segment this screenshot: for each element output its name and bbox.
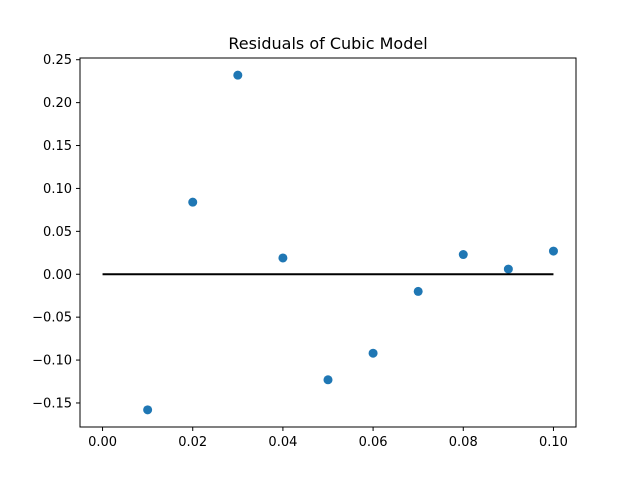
x-tick-label: 0.10 [539,435,568,450]
y-tick-label: −0.10 [32,354,72,369]
y-tick-label: 0.15 [43,139,72,154]
x-tick-label: 0.02 [178,435,207,450]
chart-title: Residuals of Cubic Model [228,34,427,53]
y-tick-label: 0.25 [43,53,72,68]
data-point [503,264,513,274]
x-tick-label: 0.04 [268,435,297,450]
data-point [323,375,333,385]
data-point [548,246,558,256]
data-point [458,250,468,260]
y-tick-label: −0.05 [32,311,72,326]
y-tick-label: −0.15 [32,396,72,411]
axes: 0.00 0.02 0.04 0.06 0.08 0.10 −0.15 −0.10 −0.05 0… [32,53,577,450]
y-tick-label: 0.10 [43,182,72,197]
plot-frame [79,57,577,428]
x-tick-label: 0.08 [449,435,478,450]
y-tick-label: 0.05 [43,225,72,240]
data-point [233,70,243,80]
x-tick-label: 0.06 [359,435,388,450]
y-tick-label: 0.00 [43,268,72,283]
data-point [188,197,198,207]
y-tick-label: 0.20 [43,96,72,111]
x-tick-label: 0.00 [88,435,117,450]
data-point [278,253,288,263]
data-point [143,405,153,415]
data-point [413,286,423,296]
data-point [368,348,378,358]
plot-area [102,70,558,415]
